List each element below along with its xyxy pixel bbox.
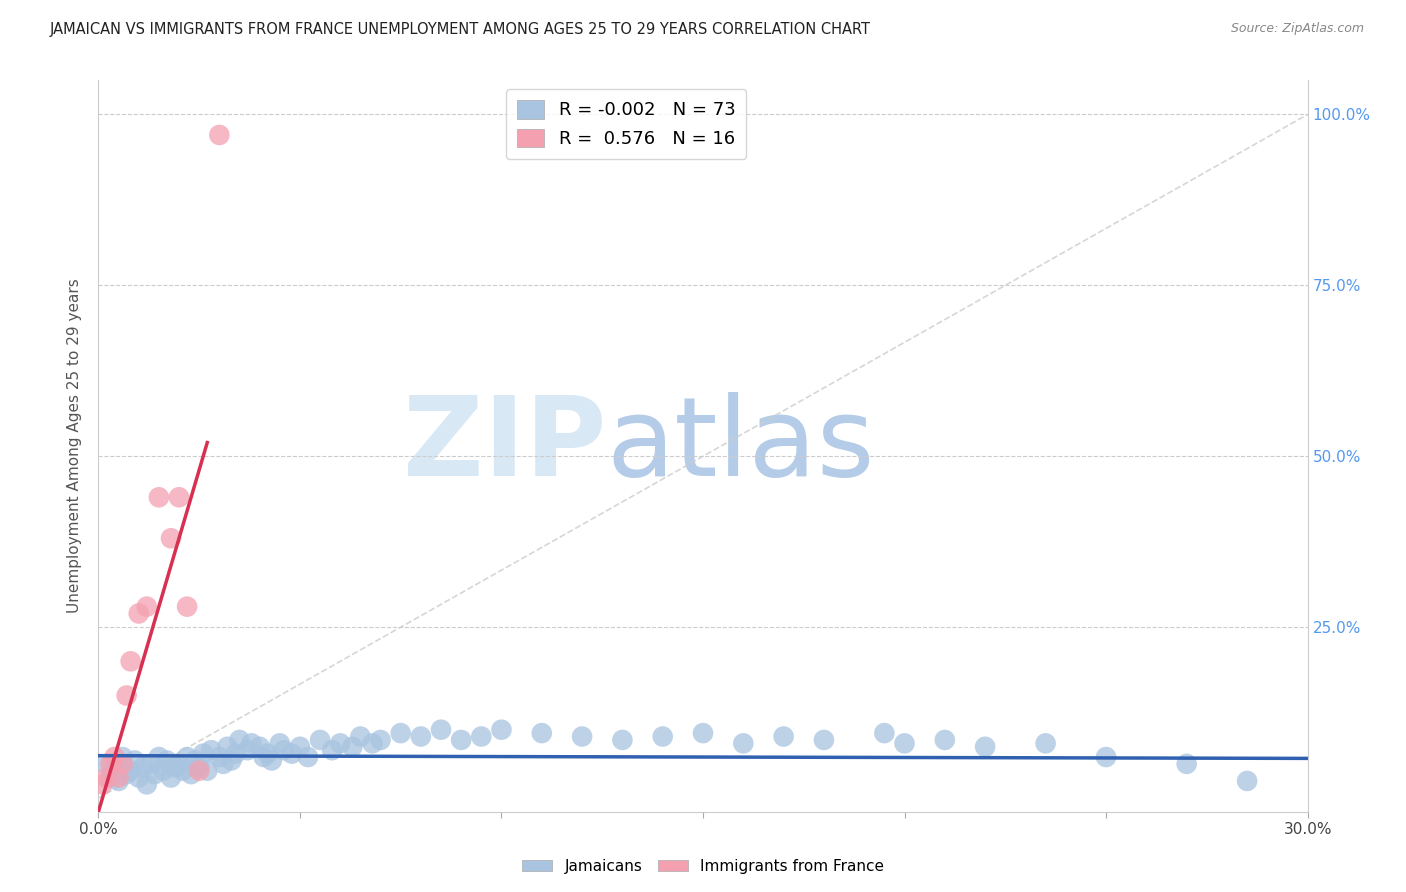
Point (228, 733, 250, 747)
Point (249, 739, 271, 754)
Point (111, 756, 134, 771)
Point (103, 750, 125, 764)
Point (167, 756, 190, 771)
Point (195, 764, 218, 778)
Point (100, 771, 122, 785)
Point (651, 730, 673, 744)
Point (221, 754, 243, 768)
Point (236, 743, 259, 757)
Point (124, 754, 146, 768)
Point (571, 730, 593, 744)
Point (329, 736, 352, 750)
Point (224, 747, 246, 761)
Point (132, 760, 155, 774)
Point (120, 654, 142, 668)
Point (100, 756, 122, 771)
Point (148, 490, 170, 504)
Point (974, 739, 997, 754)
Point (321, 743, 343, 757)
Point (212, 756, 235, 771)
Point (103, 760, 125, 774)
Point (934, 733, 956, 747)
Point (273, 743, 295, 757)
Point (430, 723, 453, 737)
Point (180, 767, 202, 781)
Point (143, 767, 166, 781)
Point (160, 531, 183, 545)
Legend: R = -0.002   N = 73, R =  0.576   N = 16: R = -0.002 N = 73, R = 0.576 N = 16 (506, 89, 747, 159)
Point (409, 730, 432, 744)
Point (349, 730, 371, 744)
Point (1035, 736, 1057, 750)
Point (111, 750, 134, 764)
Point (1175, 756, 1198, 771)
Point (152, 764, 174, 778)
Point (733, 736, 755, 750)
Point (208, 128, 231, 142)
Point (772, 730, 794, 744)
Point (156, 754, 179, 768)
Point (96, 756, 118, 771)
Point (167, 490, 190, 504)
Point (176, 599, 198, 614)
Point (139, 756, 162, 771)
Point (256, 747, 278, 761)
Point (813, 733, 835, 747)
Point (873, 726, 896, 740)
Point (309, 733, 332, 747)
Point (281, 747, 304, 761)
Point (450, 733, 472, 747)
Text: Source: ZipAtlas.com: Source: ZipAtlas.com (1230, 22, 1364, 36)
Point (361, 736, 384, 750)
Point (188, 760, 211, 774)
Point (253, 750, 276, 764)
Point (160, 771, 183, 785)
Point (260, 754, 283, 768)
Point (188, 764, 211, 778)
Point (1236, 774, 1258, 789)
Point (470, 730, 492, 744)
Point (208, 750, 231, 764)
Point (172, 764, 194, 778)
Point (200, 743, 222, 757)
Point (91, 777, 114, 791)
Point (135, 599, 157, 614)
Point (115, 767, 138, 781)
Point (96, 771, 118, 785)
Point (297, 750, 319, 764)
Point (176, 750, 198, 764)
Point (269, 736, 291, 750)
Point (370, 733, 392, 747)
Legend: Jamaicans, Immigrants from France: Jamaicans, Immigrants from France (516, 853, 890, 880)
Point (893, 736, 915, 750)
Point (288, 739, 311, 754)
Point (389, 726, 412, 740)
Point (240, 736, 263, 750)
Point (1095, 750, 1118, 764)
Point (692, 726, 714, 740)
Point (128, 607, 150, 621)
Point (115, 689, 138, 703)
Point (193, 747, 215, 761)
Text: JAMAICAN VS IMMIGRANTS FROM FRANCE UNEMPLOYMENT AMONG AGES 25 TO 29 YEARS CORREL: JAMAICAN VS IMMIGRANTS FROM FRANCE UNEMP… (49, 22, 870, 37)
Point (491, 723, 513, 737)
Point (342, 739, 364, 754)
Point (135, 777, 157, 791)
Point (217, 739, 239, 754)
Point (128, 771, 150, 785)
Point (184, 754, 207, 768)
Point (107, 771, 129, 785)
Point (148, 750, 170, 764)
Point (530, 726, 553, 740)
Point (612, 733, 634, 747)
Text: ZIP: ZIP (404, 392, 606, 500)
Point (163, 760, 186, 774)
Point (120, 764, 142, 778)
Text: atlas: atlas (606, 392, 875, 500)
Point (107, 774, 129, 789)
Y-axis label: Unemployment Among Ages 25 to 29 years: Unemployment Among Ages 25 to 29 years (67, 278, 83, 614)
